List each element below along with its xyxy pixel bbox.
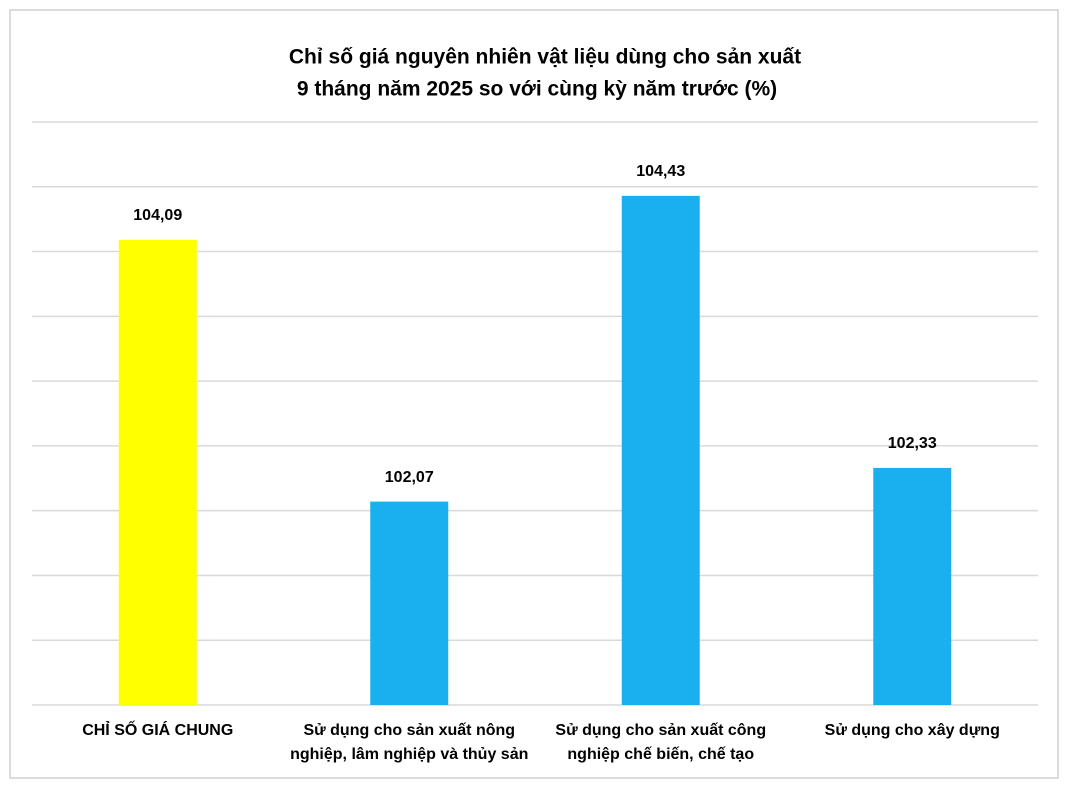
bar bbox=[873, 467, 952, 705]
value-label: 102,07 bbox=[385, 469, 434, 486]
x-tick-label: Sử dụng cho xây dựng bbox=[825, 722, 1000, 739]
bar bbox=[621, 195, 700, 705]
value-label: 102,33 bbox=[888, 435, 937, 452]
bar bbox=[370, 501, 449, 705]
x-tick-label: Sử dụng cho sản xuất nông bbox=[303, 722, 515, 739]
bar bbox=[118, 239, 197, 705]
chart-title: 9 tháng năm 2025 so với cùng kỳ năm trướ… bbox=[297, 78, 777, 101]
x-tick-label: nghiệp chế biến, chế tạo bbox=[567, 746, 754, 763]
value-label: 104,43 bbox=[636, 163, 685, 180]
x-tick-label: nghiệp, lâm nghiệp và thủy sản bbox=[290, 746, 528, 763]
x-tick-label: CHỈ SỐ GIÁ CHUNG bbox=[82, 719, 233, 739]
value-label: 104,09 bbox=[133, 207, 182, 224]
x-tick-label: Sử dụng cho sản xuất công bbox=[555, 722, 766, 739]
chart-title: Chỉ số giá nguyên nhiên vật liệu dùng ch… bbox=[289, 46, 801, 69]
